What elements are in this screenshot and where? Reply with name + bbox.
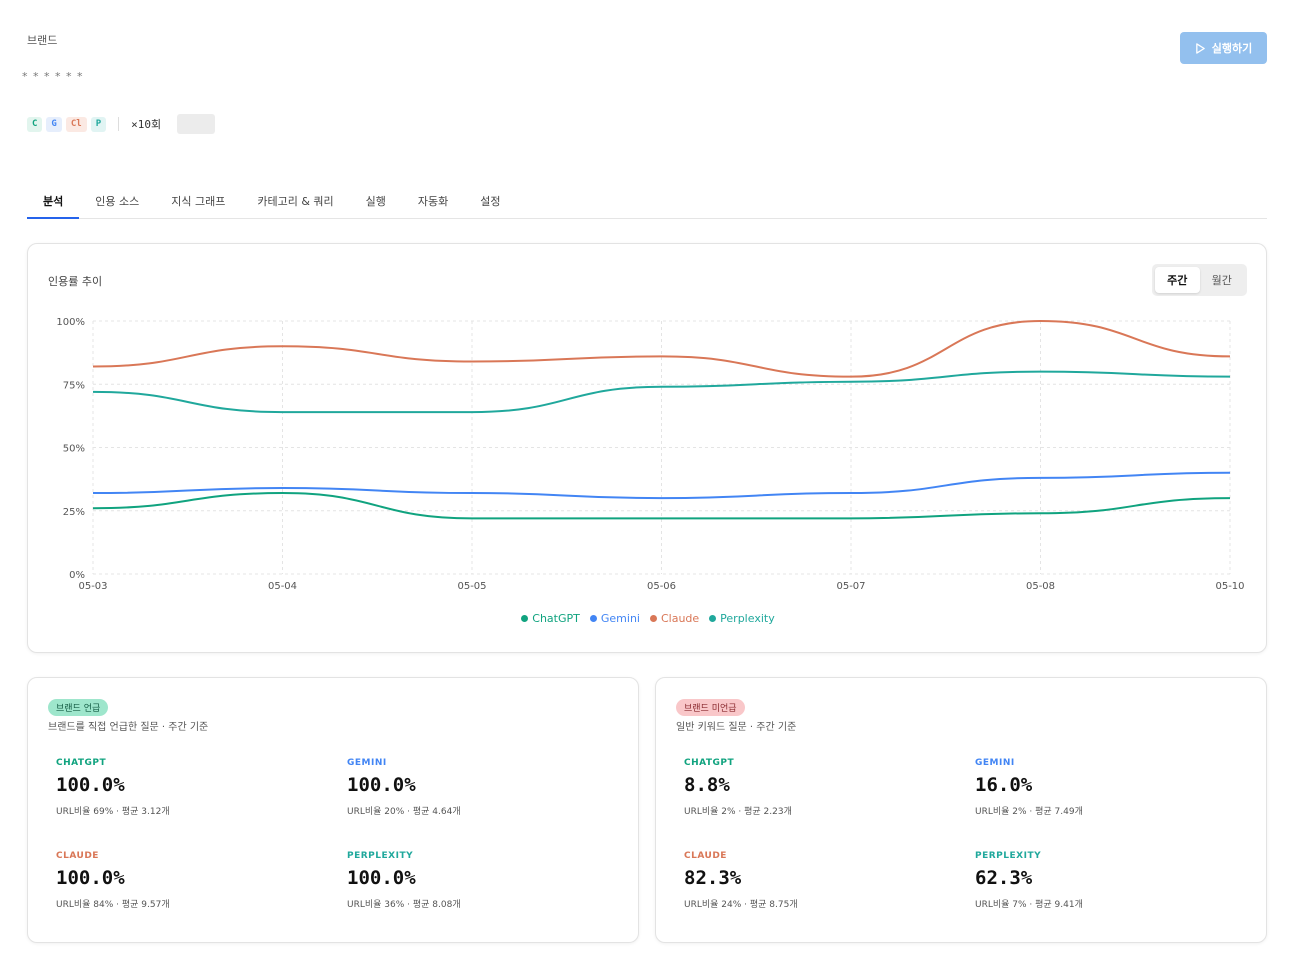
chip-chatgpt[interactable]: C [27, 116, 43, 132]
y-tick-label: 75% [63, 380, 85, 391]
citation-trend-chart: 0% 25% 50% 75% 100% 05-03 05-04 05-05 05-06 05-07… [56, 317, 1244, 592]
run-button-label: 실행하기 [1211, 43, 1253, 55]
metric-perplexity: PERPLEXITY 62.3% URL비율 7% · 평균 9.41개 [975, 851, 1255, 910]
metric-meta: URL비율 7% · 평균 9.41개 [975, 900, 1083, 910]
chip-gemini[interactable]: G [46, 116, 62, 132]
chip-divider [118, 117, 120, 131]
metric-claude: CLAUDE 82.3% URL비율 24% · 평균 8.75개 [684, 851, 964, 910]
legend-label: Gemini [600, 612, 640, 625]
chart-title: 인용률 추이 [48, 275, 103, 288]
tab-knowledge-graph[interactable]: 지식 그래프 [171, 195, 226, 208]
legend-dot [589, 615, 597, 622]
legend-label: ChatGPT [532, 612, 580, 625]
series-line-perplexity [92, 370, 1231, 414]
legend-item-chatgpt[interactable]: ChatGPT [521, 612, 580, 625]
x-tick-label: 05-03 [78, 581, 107, 592]
x-tick-label: 05-10 [1215, 581, 1244, 592]
model-chips: C G Cl P ×10회 [27, 114, 216, 134]
metric-name: CLAUDE [684, 851, 727, 861]
empty-pill [177, 114, 216, 134]
legend-item-gemini[interactable]: Gemini [589, 612, 640, 625]
metric-meta: URL비율 24% · 평균 8.75개 [684, 900, 798, 910]
metric-value: 82.3% [684, 867, 742, 889]
metric-chatgpt: CHATGPT 100.0% URL비율 69% · 평균 3.12개 [56, 758, 336, 817]
legend-dot [649, 615, 657, 622]
toggle-weekly[interactable]: 주간 [1155, 267, 1200, 293]
metric-name: PERPLEXITY [347, 851, 414, 861]
y-tick-label: 0% [69, 570, 85, 581]
citation-trend-card: 인용률 추이 주간 월간 0% 25% 50% 75% 100% 05-03 05-04 05… [27, 243, 1267, 653]
x-tick-label: 05-06 [647, 581, 676, 592]
metric-meta: URL비율 20% · 평균 4.64개 [347, 807, 461, 817]
brand-mentioned-card: 브랜드 언급 브랜드를 직접 언급한 질문 · 주간 기준 CHATGPT 10… [27, 677, 639, 943]
chip-perplexity[interactable]: P [90, 116, 107, 132]
metric-name: CHATGPT [684, 758, 735, 768]
metric-value: 100.0% [56, 774, 125, 796]
metric-meta: URL비율 36% · 평균 8.08개 [347, 900, 461, 910]
y-tick-label: 50% [63, 444, 85, 455]
tab-bar: 분석 인용 소스 지식 그래프 카테고리 & 쿼리 실행 자동화 설정 [27, 186, 1267, 219]
metric-value: 100.0% [56, 867, 125, 889]
metric-meta: URL비율 69% · 평균 3.12개 [56, 807, 170, 817]
metric-name: CLAUDE [56, 851, 99, 861]
tab-settings[interactable]: 설정 [480, 195, 501, 208]
chip-claude[interactable]: Cl [65, 116, 87, 132]
tab-runs[interactable]: 실행 [365, 195, 386, 208]
metric-name: GEMINI [347, 758, 387, 768]
brand-masked-value: * * * * * * [22, 70, 84, 83]
series-line-claude [92, 319, 1231, 378]
run-button[interactable]: 실행하기 [1180, 32, 1267, 64]
metric-perplexity: PERPLEXITY 100.0% URL비율 36% · 평균 8.08개 [347, 851, 627, 910]
metric-name: PERPLEXITY [975, 851, 1042, 861]
series-line-chatgpt [92, 492, 1231, 520]
chart-legend: ChatGPT Gemini Claude Perplexity [28, 612, 1268, 625]
brand-label: 브랜드 [27, 34, 58, 47]
tab-automation[interactable]: 자동화 [417, 195, 449, 208]
metric-chatgpt: CHATGPT 8.8% URL비율 2% · 평균 2.23개 [684, 758, 964, 817]
metric-name: GEMINI [975, 758, 1015, 768]
metric-value: 100.0% [347, 774, 416, 796]
x-tick-label: 05-07 [836, 581, 865, 592]
metric-gemini: GEMINI 100.0% URL비율 20% · 평균 4.64개 [347, 758, 627, 817]
period-toggle: 주간 월간 [1152, 264, 1247, 296]
legend-item-perplexity[interactable]: Perplexity [709, 612, 775, 625]
mentioned-badge: 브랜드 언급 [48, 699, 109, 716]
unmentioned-badge: 브랜드 미언급 [676, 699, 745, 716]
metric-value: 62.3% [975, 867, 1033, 889]
unmentioned-subtitle: 일반 키워드 질문 · 주간 기준 [676, 722, 797, 733]
metric-meta: URL비율 84% · 평균 9.57개 [56, 900, 170, 910]
y-tick-label: 100% [56, 317, 85, 328]
tab-citation-sources[interactable]: 인용 소스 [95, 195, 140, 208]
run-count: ×10회 [131, 118, 162, 131]
legend-item-claude[interactable]: Claude [649, 612, 700, 625]
tab-category-query[interactable]: 카테고리 & 쿼리 [257, 195, 334, 208]
metric-value: 16.0% [975, 774, 1033, 796]
metric-gemini: GEMINI 16.0% URL비율 2% · 평균 7.49개 [975, 758, 1255, 817]
metric-value: 100.0% [347, 867, 416, 889]
tab-analysis[interactable]: 분석 [27, 186, 80, 219]
legend-label: Claude [660, 612, 700, 625]
metric-claude: CLAUDE 100.0% URL비율 84% · 평균 9.57개 [56, 851, 336, 910]
x-tick-label: 05-08 [1026, 581, 1055, 592]
toggle-monthly[interactable]: 월간 [1211, 274, 1232, 287]
metric-value: 8.8% [684, 774, 730, 796]
series-line-gemini [92, 471, 1231, 500]
x-tick-label: 05-04 [268, 581, 297, 592]
x-tick-label: 05-05 [457, 581, 486, 592]
metric-meta: URL비율 2% · 평균 2.23개 [684, 807, 792, 817]
mentioned-subtitle: 브랜드를 직접 언급한 질문 · 주간 기준 [48, 722, 209, 733]
metric-meta: URL비율 2% · 평균 7.49개 [975, 807, 1083, 817]
play-icon [1195, 42, 1205, 54]
legend-dot [709, 615, 717, 622]
legend-label: Perplexity [720, 612, 775, 625]
y-tick-label: 25% [63, 507, 85, 518]
brand-unmentioned-card: 브랜드 미언급 일반 키워드 질문 · 주간 기준 CHATGPT 8.8% U… [655, 677, 1267, 943]
legend-dot [521, 615, 529, 622]
metric-name: CHATGPT [56, 758, 107, 768]
